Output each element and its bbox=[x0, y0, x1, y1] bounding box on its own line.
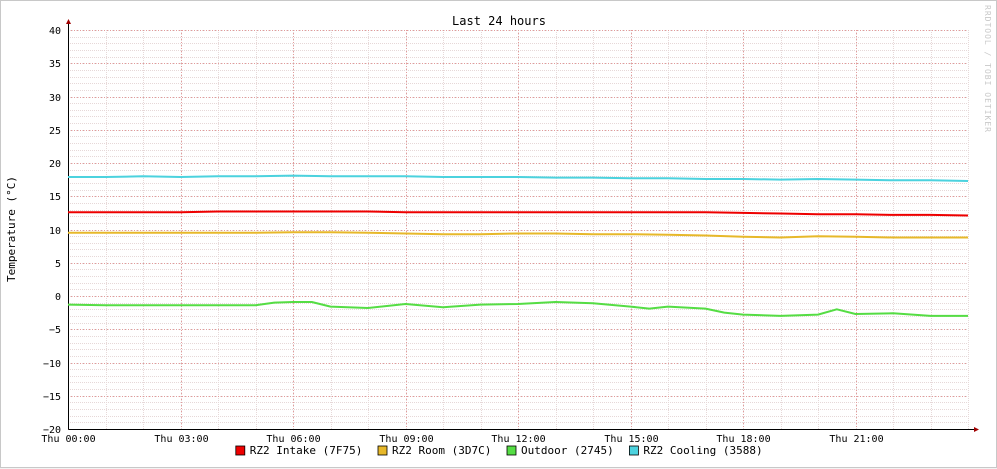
y-tick-label: 10 bbox=[49, 226, 61, 237]
x-tick-label: Thu 06:00 bbox=[266, 434, 320, 445]
y-tick-label: 5 bbox=[55, 259, 61, 270]
legend-label: RZ2 Room (3D7C) bbox=[392, 444, 491, 457]
y-tick-label: −5 bbox=[49, 325, 61, 336]
series-line-3 bbox=[68, 174, 969, 182]
y-tick-label: −15 bbox=[43, 392, 61, 403]
x-tick-label: Thu 03:00 bbox=[154, 434, 208, 445]
series-lines bbox=[67, 174, 969, 317]
legend-label: Outdoor (2745) bbox=[521, 444, 614, 457]
series-line-2 bbox=[67, 301, 968, 317]
x-axis-arrow-icon bbox=[974, 427, 979, 432]
legend-swatch bbox=[377, 445, 388, 456]
x-tick-label: Thu 00:00 bbox=[41, 434, 95, 445]
x-tick-label: Thu 09:00 bbox=[379, 434, 433, 445]
legend-swatch bbox=[506, 445, 517, 456]
y-axis-arrow-icon bbox=[66, 19, 71, 24]
y-axis-label: Temperature (°C) bbox=[5, 176, 18, 282]
x-tick-label: Thu 12:00 bbox=[491, 434, 545, 445]
x-tick-label: Thu 15:00 bbox=[604, 434, 658, 445]
legend-swatch bbox=[629, 445, 639, 456]
legend: RZ2 Intake (7F75) RZ2 Room (3D7C) Outdoor … bbox=[235, 444, 763, 457]
rrdtool-watermark: RRDTOOL / TOBI OETIKER bbox=[983, 5, 992, 133]
grid bbox=[68, 30, 969, 430]
x-tick-label: Thu 21:00 bbox=[829, 434, 883, 445]
y-tick-label: 15 bbox=[49, 192, 61, 203]
chart-title: Last 24 hours bbox=[452, 14, 546, 28]
y-tick-label: −10 bbox=[43, 359, 61, 370]
axes: Thu 00:00 Thu 03:00 Thu 06:00 Thu 09:00 Thu … bbox=[41, 19, 979, 445]
y-tick-label: 20 bbox=[49, 159, 61, 170]
y-tick-label: 25 bbox=[49, 126, 61, 137]
legend-label: RZ2 Cooling (3588) bbox=[643, 444, 762, 457]
y-tick-label: 35 bbox=[49, 59, 61, 70]
y-tick-label: 30 bbox=[49, 93, 61, 104]
legend-swatch bbox=[235, 445, 246, 456]
x-tick-label: Thu 18:00 bbox=[716, 434, 770, 445]
y-tick-label: −20 bbox=[43, 425, 61, 436]
y-tick-label: 0 bbox=[55, 292, 61, 303]
y-tick-label: 40 bbox=[49, 26, 61, 37]
series-line-1 bbox=[68, 231, 968, 239]
series-line-0 bbox=[68, 210, 969, 217]
legend-label: RZ2 Intake (7F75) bbox=[250, 444, 363, 457]
